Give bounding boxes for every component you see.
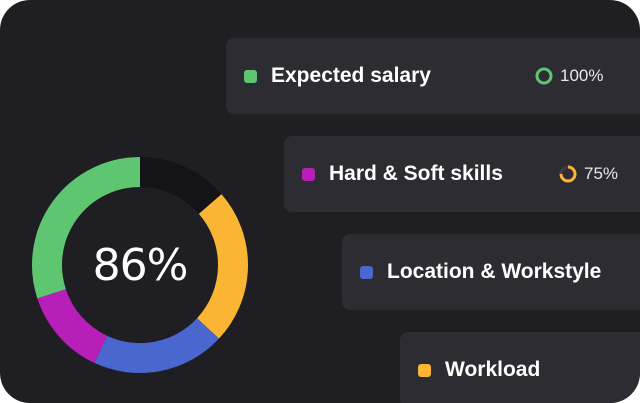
criterion-percent-group: 100% [534, 66, 603, 86]
criterion-row-hard-soft-skills[interactable]: Hard & Soft skills 75% [284, 136, 640, 212]
legend-swatch-expected-salary [244, 69, 257, 83]
donut-segment-workload [196, 194, 248, 339]
criterion-percent: 75% [584, 164, 619, 183]
match-donut-chart [30, 155, 250, 375]
criterion-row-expected-salary[interactable]: Expected salary 100% [226, 38, 640, 114]
criterion-percent: 100% [560, 66, 604, 85]
progress-ring-icon [535, 67, 553, 85]
criterion-percent-group: 75% [558, 164, 618, 184]
progress-ring-icon [559, 165, 577, 183]
criterion-label: Location & Workstyle [387, 260, 602, 283]
criterion-row-location-workstyle[interactable]: Location & Workstyle [342, 234, 640, 310]
donut-segment-expected-salary [32, 157, 141, 299]
donut-segment-location-workstyle [94, 317, 219, 373]
criterion-row-workload[interactable]: Workload [400, 332, 640, 403]
legend-swatch-hard-soft-skills [302, 167, 315, 181]
criterion-label: Workload [445, 358, 541, 381]
criterion-label: Hard & Soft skills [329, 162, 503, 185]
overall-match-score: 86% [92, 239, 189, 291]
legend-swatch-location-workstyle [360, 265, 373, 279]
criterion-label: Expected salary [271, 64, 431, 87]
donut-segment-hard-soft-skills [37, 288, 108, 363]
legend-swatch-workload [418, 363, 431, 377]
